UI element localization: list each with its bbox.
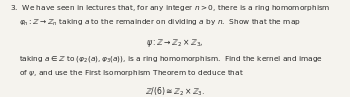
Text: of $\psi$, and use the First Isomorphism Theorem to deduce that: of $\psi$, and use the First Isomorphism… (19, 68, 244, 78)
Text: taking $a \in \mathbb{Z}$ to $(\varphi_2(a), \varphi_3(a))$, is a ring homomorph: taking $a \in \mathbb{Z}$ to $(\varphi_2… (19, 54, 323, 64)
Text: $\psi : \mathbb{Z} \to \mathbb{Z}_2 \times \mathbb{Z}_3,$: $\psi : \mathbb{Z} \to \mathbb{Z}_2 \tim… (146, 37, 204, 49)
Text: $\varphi_n : \mathbb{Z} \to \mathbb{Z}_n$ taking $a$ to the remainder on dividin: $\varphi_n : \mathbb{Z} \to \mathbb{Z}_n… (19, 17, 301, 28)
Text: $\mathbb{Z}/(6) \cong \mathbb{Z}_2 \times \mathbb{Z}_3.$: $\mathbb{Z}/(6) \cong \mathbb{Z}_2 \time… (145, 86, 205, 97)
Text: 3.  We have seen in lectures that, for any integer $n > 0$, there is a ring homo: 3. We have seen in lectures that, for an… (10, 3, 331, 13)
